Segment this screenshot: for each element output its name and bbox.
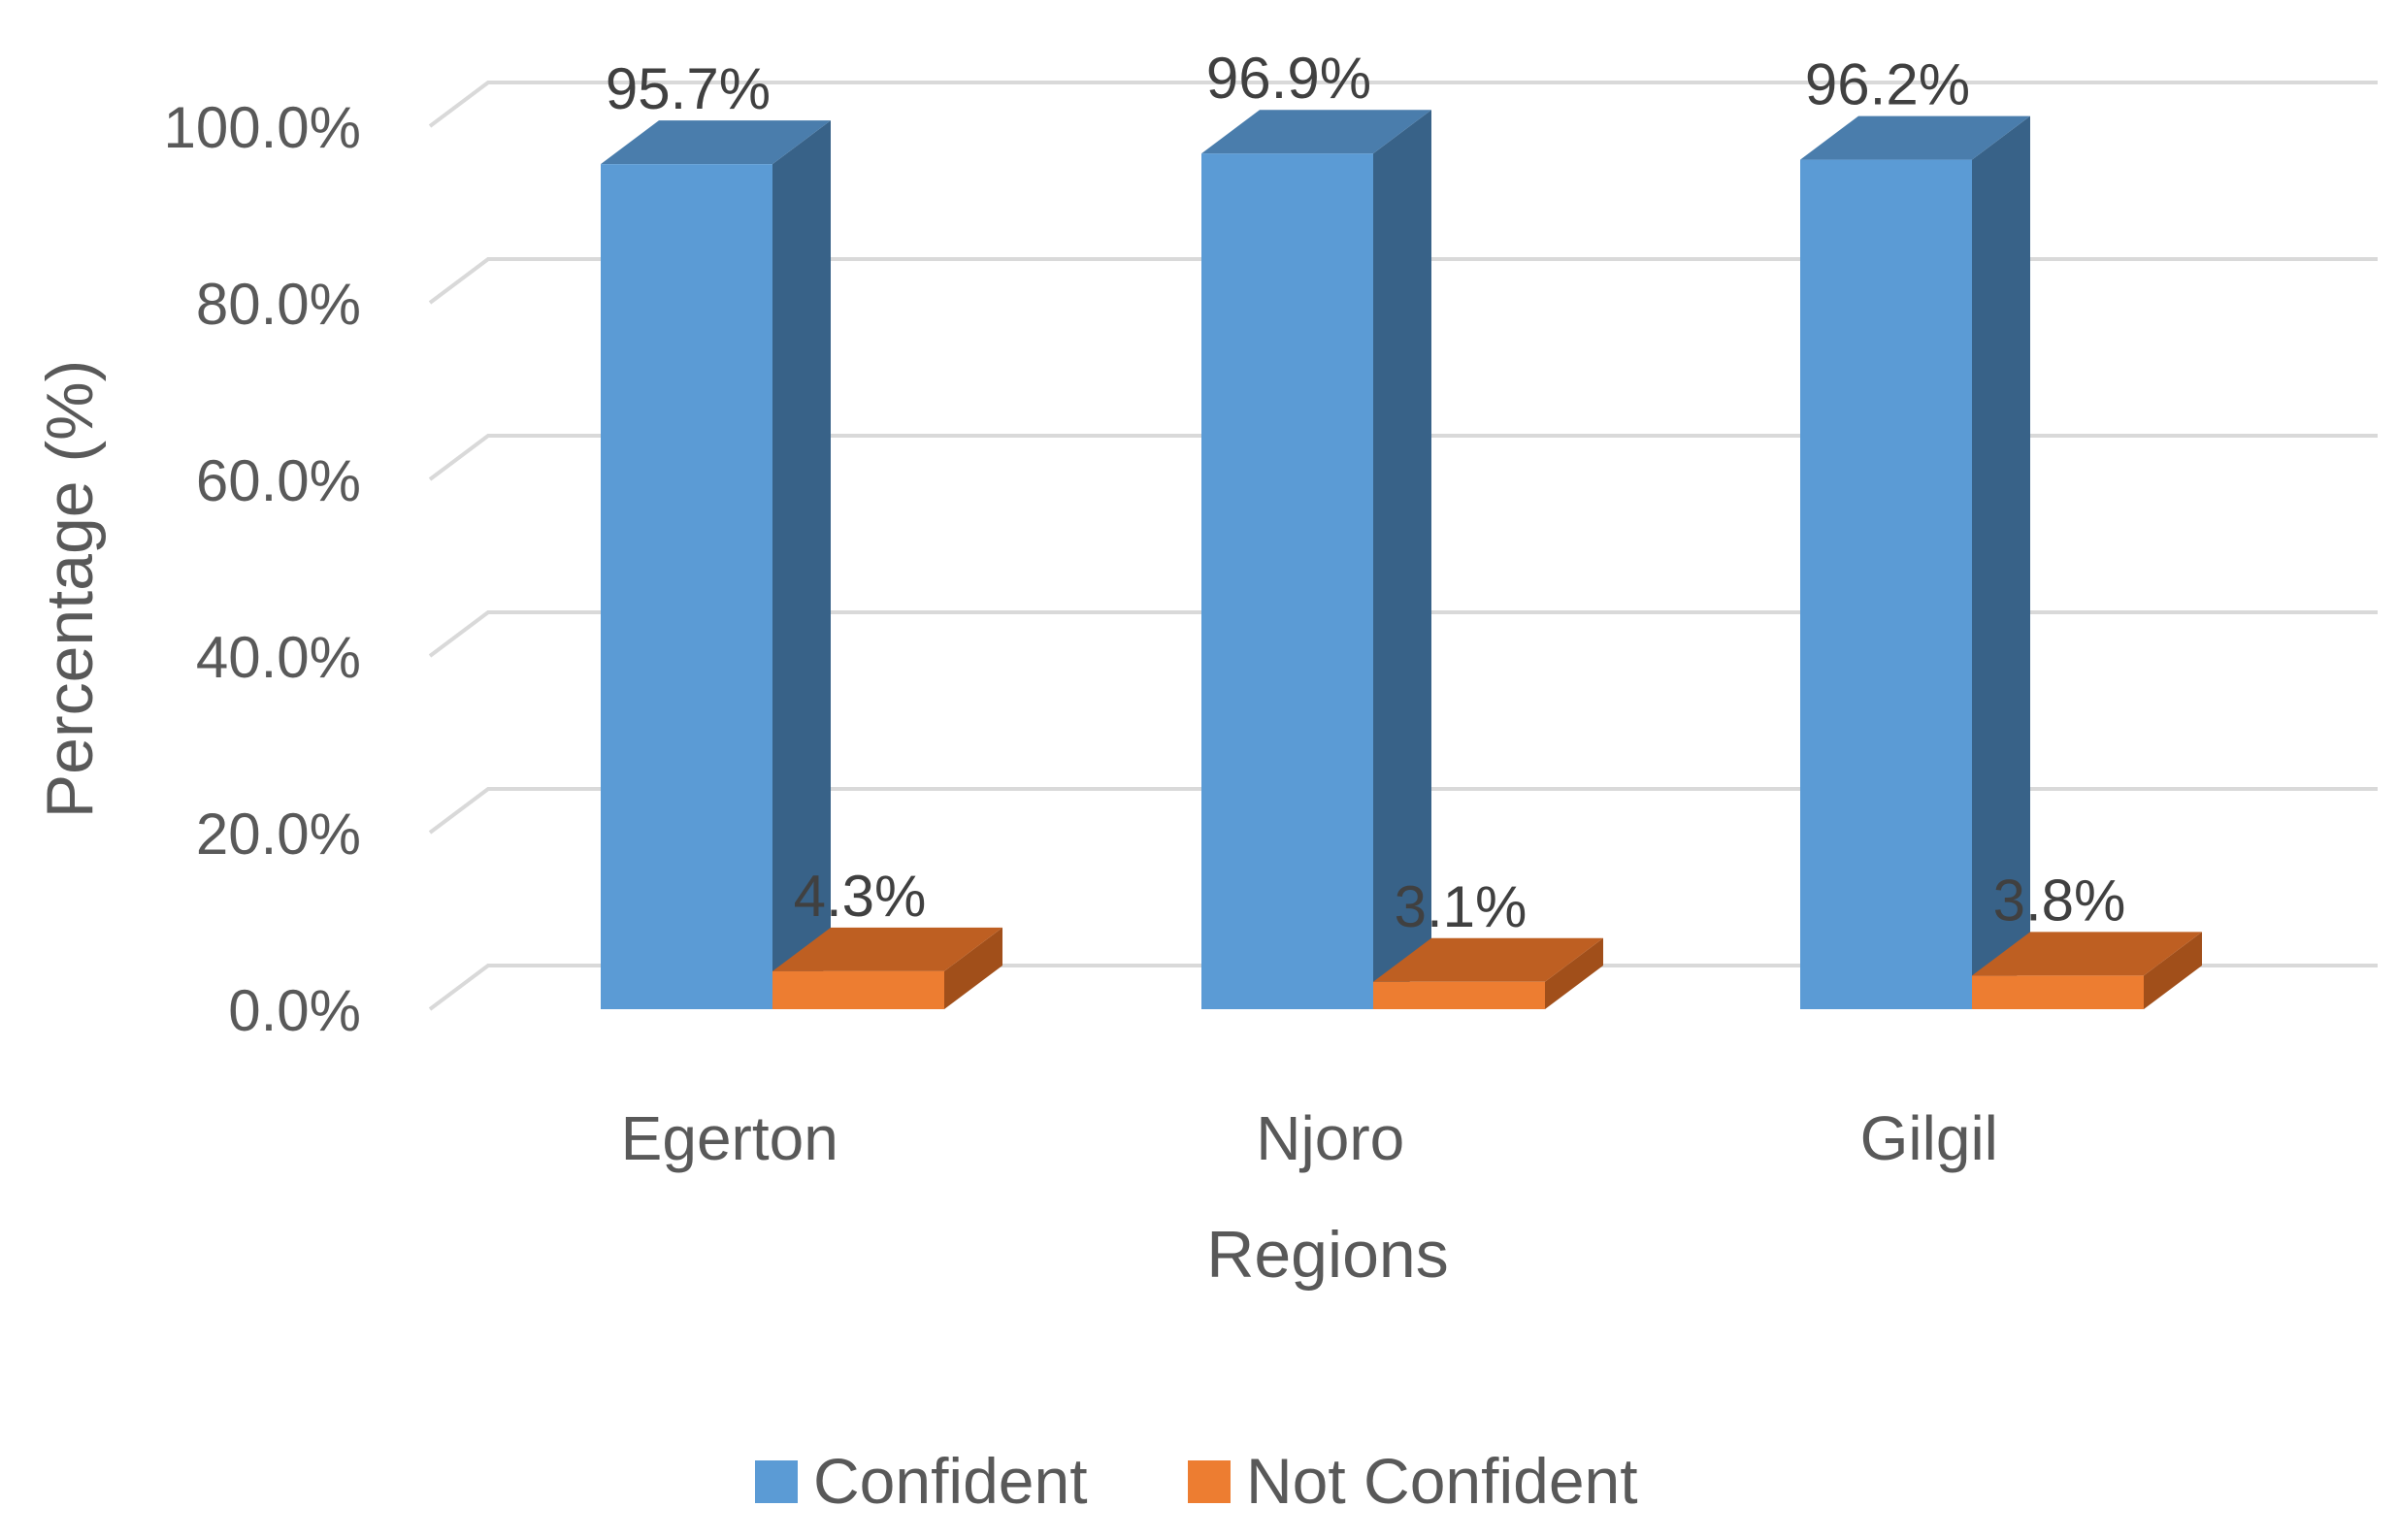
bar-side: [944, 927, 1002, 1009]
legend-swatch-confident: [755, 1460, 798, 1503]
y-tick-label: 0.0%: [228, 978, 361, 1043]
data-label: 3.1%: [1395, 874, 1527, 939]
data-labels: 95.7% 4.3% 96.9% 3.1% 96.2% 3.8%: [606, 46, 2125, 939]
x-axis-title: Regions: [1206, 1218, 1449, 1292]
legend: Confident Not Confident: [755, 1445, 1638, 1517]
bar: [1972, 975, 2144, 1009]
bars: [601, 110, 2202, 1009]
data-label: 4.3%: [794, 864, 927, 929]
data-label: 96.2%: [1805, 52, 1970, 117]
bar: [1201, 153, 1373, 1009]
bar-top: [1800, 115, 2030, 160]
bar-top: [601, 120, 831, 165]
gridline: [428, 81, 2378, 128]
y-tick-label: 80.0%: [196, 272, 361, 337]
y-tick-label: 60.0%: [196, 448, 361, 513]
gridline: [428, 610, 2378, 658]
legend-swatch-not-confident: [1188, 1460, 1231, 1503]
data-label: 96.9%: [1206, 46, 1371, 111]
y-tick-label: 40.0%: [196, 625, 361, 690]
bar: [1800, 159, 1972, 1009]
bar: [772, 970, 944, 1009]
y-axis-title: Percentage (%): [33, 360, 107, 818]
bar-side: [772, 120, 831, 1009]
bar-side: [1373, 110, 1431, 1009]
x-tick-label: Njoro: [1256, 1103, 1404, 1173]
gridlines: [428, 81, 2378, 1011]
x-axis-category-labels: Egerton Njoro Gilgil: [621, 1103, 1998, 1173]
legend-label-confident: Confident: [813, 1445, 1088, 1517]
bar: [1373, 981, 1545, 1009]
gridline: [428, 257, 2378, 305]
bar-top: [1972, 932, 2202, 976]
bar: [601, 164, 772, 1009]
bar-side: [1545, 937, 1603, 1009]
x-tick-label: Gilgil: [1860, 1103, 1998, 1173]
data-label: 3.8%: [1993, 868, 2126, 933]
bar-top: [1201, 110, 1431, 154]
bar-top: [1373, 937, 1603, 982]
bar-side: [2144, 932, 2202, 1009]
legend-label-not-confident: Not Confident: [1246, 1445, 1638, 1517]
bar-top: [772, 927, 1002, 971]
gridline: [428, 787, 2378, 835]
x-tick-label: Egerton: [621, 1103, 838, 1173]
gridline: [428, 964, 2378, 1011]
y-tick-label: 100.0%: [164, 95, 362, 160]
data-label: 95.7%: [606, 56, 771, 121]
bar-side: [1972, 115, 2030, 1009]
y-axis-tick-labels: 0.0% 20.0% 40.0% 60.0% 80.0% 100.0%: [164, 95, 362, 1043]
gridline: [428, 434, 2378, 481]
y-tick-label: 20.0%: [196, 802, 361, 867]
